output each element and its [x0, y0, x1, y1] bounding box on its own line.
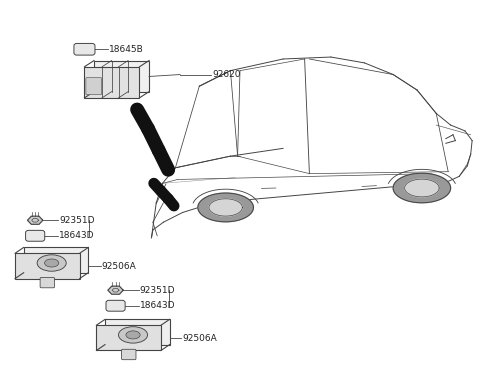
- Text: 92351D: 92351D: [59, 216, 95, 225]
- Polygon shape: [96, 325, 161, 351]
- FancyBboxPatch shape: [106, 300, 125, 311]
- Polygon shape: [108, 286, 123, 294]
- Ellipse shape: [37, 255, 66, 271]
- Ellipse shape: [119, 327, 147, 343]
- Text: 18643D: 18643D: [59, 231, 95, 240]
- Polygon shape: [105, 319, 169, 345]
- Text: 18643D: 18643D: [140, 301, 175, 310]
- Text: 92506A: 92506A: [182, 333, 217, 342]
- Polygon shape: [27, 216, 43, 224]
- Polygon shape: [393, 173, 451, 203]
- Text: 92620: 92620: [212, 70, 241, 79]
- FancyBboxPatch shape: [121, 349, 136, 360]
- Polygon shape: [405, 179, 439, 197]
- Text: 92351D: 92351D: [140, 286, 175, 295]
- Polygon shape: [209, 199, 242, 216]
- Polygon shape: [15, 253, 80, 278]
- FancyBboxPatch shape: [86, 78, 102, 95]
- Ellipse shape: [45, 259, 59, 267]
- Polygon shape: [94, 60, 149, 92]
- Polygon shape: [198, 193, 253, 222]
- FancyBboxPatch shape: [40, 277, 55, 288]
- Ellipse shape: [126, 331, 140, 339]
- FancyBboxPatch shape: [25, 230, 45, 241]
- Text: 92506A: 92506A: [102, 262, 136, 271]
- Text: 18645B: 18645B: [109, 45, 144, 54]
- Polygon shape: [84, 67, 140, 98]
- FancyBboxPatch shape: [74, 43, 95, 55]
- Polygon shape: [24, 248, 88, 273]
